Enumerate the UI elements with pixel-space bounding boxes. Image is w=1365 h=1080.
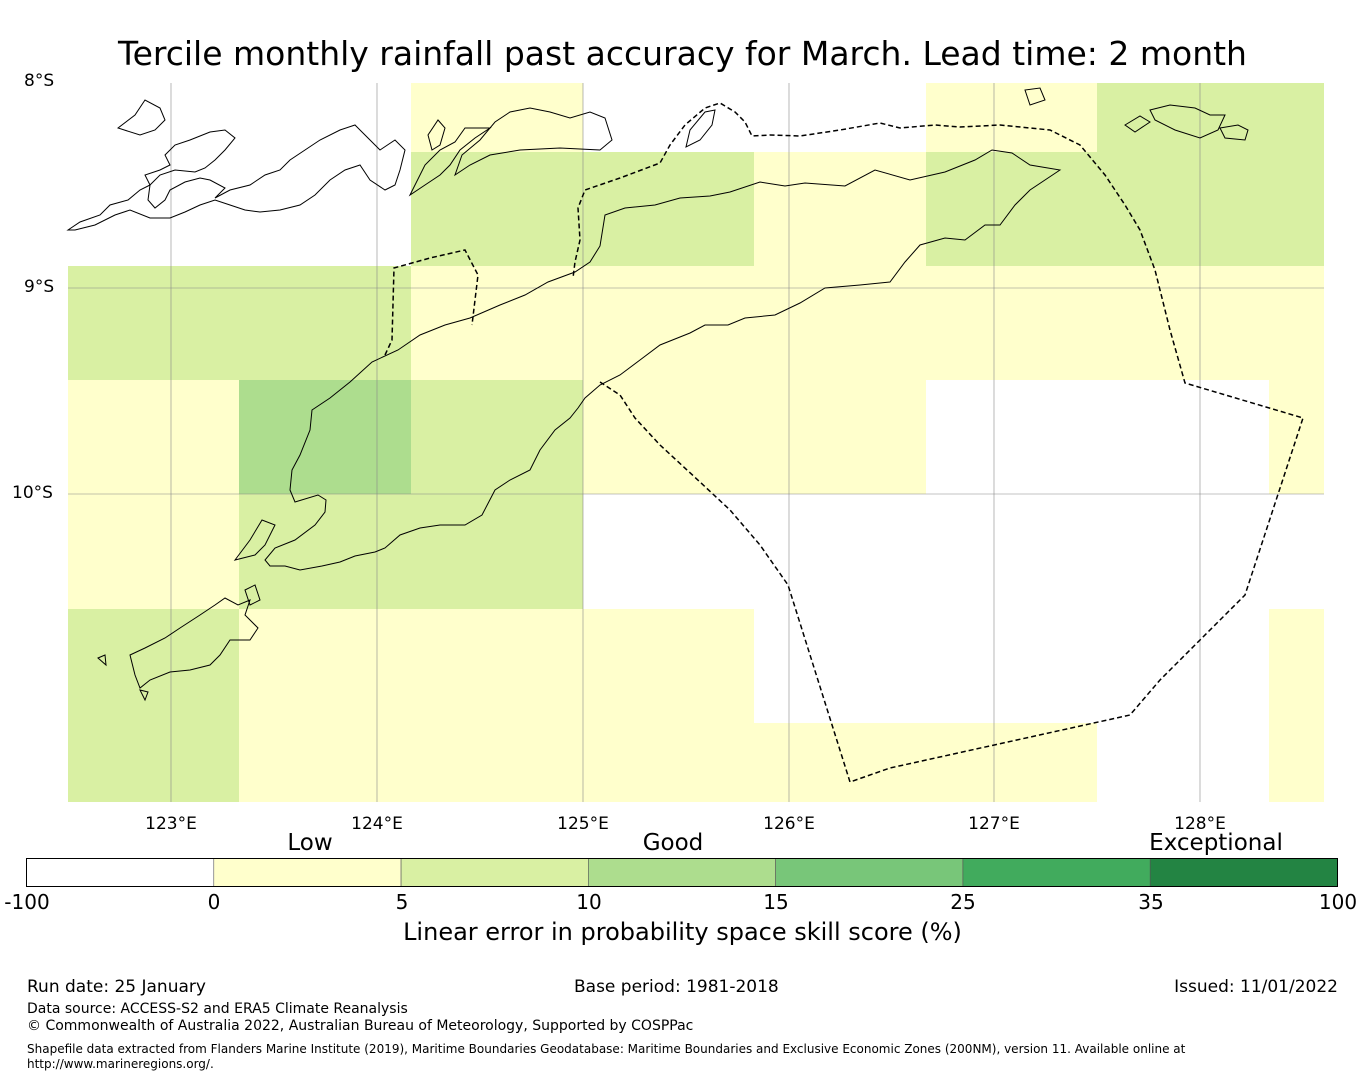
colorbar-tick: 100 <box>1318 890 1358 914</box>
lon-label-125e: 125°E <box>557 814 609 834</box>
lat-label-8s: 8°S <box>24 71 55 91</box>
sumba-island-north <box>116 99 166 136</box>
colorbar-segment <box>213 858 402 887</box>
colorbar-segment <box>962 858 1151 887</box>
grid-cell <box>583 380 926 494</box>
skill-grid <box>68 83 1324 802</box>
colorbar-label: Linear error in probability space skill … <box>403 918 962 946</box>
graticule <box>68 83 1324 802</box>
colorbar-segment <box>400 858 589 887</box>
grid-cell <box>68 723 239 802</box>
grid-cell <box>754 152 926 266</box>
alor-coastline <box>408 127 492 197</box>
grid-cell <box>239 723 1097 802</box>
grid-cell <box>411 83 583 152</box>
colorbar-tick: 0 <box>207 890 221 914</box>
pantar-coastline <box>427 119 446 151</box>
shapefile-credit: Shapefile data extracted from Flanders M… <box>27 1042 1186 1071</box>
flores-coastline <box>66 124 406 231</box>
colorbar-segment <box>775 858 964 887</box>
colorbar-tick: 5 <box>395 890 409 914</box>
colorbar-tick: -100 <box>4 890 50 914</box>
data-source: Data source: ACCESS-S2 and ERA5 Climate … <box>27 1001 408 1017</box>
grid-cell <box>1269 609 1324 723</box>
colorbar-tick: 10 <box>576 890 602 914</box>
lat-label-9s: 9°S <box>24 277 55 297</box>
wetar-coastline <box>454 107 613 177</box>
lat-label-10s: 10°S <box>12 483 53 503</box>
coastlines <box>66 87 1249 702</box>
map-title: Tercile monthly rainfall past accuracy f… <box>118 34 1247 73</box>
sawu-island <box>244 584 261 606</box>
grid-cell <box>68 609 239 723</box>
lon-label-123e: 123°E <box>145 814 197 834</box>
timor-coastline <box>264 149 1062 571</box>
eez-boundary <box>384 102 1304 783</box>
colorbar-segment <box>588 858 776 887</box>
colorbar-category-exceptional: Exceptional <box>1149 830 1283 856</box>
grid-cell <box>926 152 1324 266</box>
colorbar-tick: 15 <box>763 890 789 914</box>
rote-island <box>233 519 276 561</box>
timor-leste-eez <box>572 102 1304 783</box>
colorbar-tick: 35 <box>1138 890 1164 914</box>
colorbar-category-good: Good <box>642 830 704 856</box>
run-date: Run date: 25 January <box>27 977 206 997</box>
lon-label-126e: 126°E <box>763 814 815 834</box>
grid-cell <box>926 83 1097 152</box>
skill-map <box>66 83 1324 802</box>
grid-cell <box>1097 83 1324 152</box>
colorbar <box>26 858 1338 887</box>
sumba-coastline <box>129 597 259 689</box>
grid-cell <box>239 380 411 494</box>
colorbar-segments <box>26 858 1338 887</box>
grid-cell <box>68 266 411 380</box>
base-period: Base period: 1981-2018 <box>574 977 779 997</box>
small-island-sw <box>97 654 149 702</box>
lon-label-124e: 124°E <box>351 814 403 834</box>
grid-cell <box>239 609 754 723</box>
colorbar-frame <box>26 858 1338 887</box>
lon-label-128e: 128°E <box>1174 814 1226 834</box>
grid-cell <box>411 152 754 266</box>
grid-cell <box>1269 723 1324 802</box>
grid-cell <box>68 380 239 494</box>
grid-cell <box>239 494 583 609</box>
colorbar-segment <box>26 858 215 887</box>
colorbar-tick: 25 <box>950 890 976 914</box>
oecusse-eez <box>384 249 479 356</box>
lon-label-127e: 127°E <box>968 814 1020 834</box>
atauro-coastline <box>685 109 716 148</box>
copyright: © Commonwealth of Australia 2022, Austra… <box>27 1018 694 1034</box>
grid-cell <box>411 266 1324 380</box>
grid-cell <box>68 494 239 609</box>
babar-island <box>1024 87 1046 106</box>
grid-cell <box>411 380 583 494</box>
tanimbar-islands <box>1124 104 1249 141</box>
issued-date: Issued: 11/01/2022 <box>1174 977 1338 997</box>
colorbar-segment <box>1149 858 1338 887</box>
colorbar-category-low: Low <box>287 830 333 856</box>
